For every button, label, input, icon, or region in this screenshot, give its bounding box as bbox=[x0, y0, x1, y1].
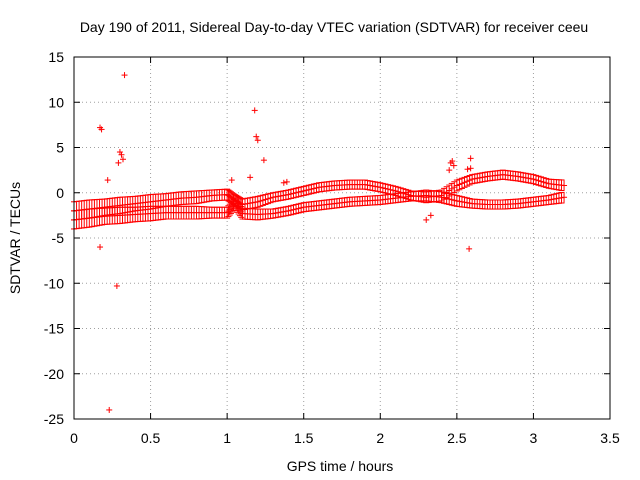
x-axis-label: GPS time / hours bbox=[287, 458, 394, 474]
outlier-point bbox=[118, 151, 125, 158]
chart-title: Day 190 of 2011, Sidereal Day-to-day VTE… bbox=[80, 19, 588, 35]
outlier-point bbox=[280, 179, 287, 186]
outlier-point bbox=[120, 156, 127, 163]
y-tick-label: -25 bbox=[44, 411, 64, 427]
x-tick-label: 1 bbox=[223, 430, 231, 446]
y-tick-label: 0 bbox=[56, 185, 64, 201]
outlier-point bbox=[247, 174, 254, 181]
outlier-point bbox=[228, 177, 235, 184]
outlier-point bbox=[97, 244, 104, 251]
outlier-point bbox=[449, 158, 456, 165]
outlier-point bbox=[464, 166, 471, 173]
y-tick-label: -5 bbox=[52, 230, 65, 246]
series-sdtvar-band-b-with-error-bars- bbox=[71, 189, 568, 230]
outlier-point bbox=[116, 149, 123, 156]
outlier-point bbox=[450, 162, 457, 169]
y-tick-label: -15 bbox=[44, 321, 64, 337]
y-tick-label: -10 bbox=[44, 275, 64, 291]
outlier-point bbox=[254, 137, 261, 144]
outlier-point bbox=[467, 155, 474, 162]
outlier-point bbox=[446, 167, 453, 174]
x-tick-label: 3 bbox=[530, 430, 538, 446]
grid-layer bbox=[74, 57, 610, 419]
y-tick-label: -20 bbox=[44, 366, 64, 382]
y-tick-label: 5 bbox=[56, 140, 64, 156]
outlier-point bbox=[104, 177, 111, 184]
x-tick-label: 0 bbox=[70, 430, 78, 446]
outlier-point bbox=[98, 126, 105, 133]
outlier-point bbox=[253, 133, 260, 140]
x-tick-label: 0.5 bbox=[141, 430, 161, 446]
y-tick-label: 15 bbox=[48, 49, 64, 65]
x-tick-label: 2.5 bbox=[447, 430, 467, 446]
x-tick-label: 1.5 bbox=[294, 430, 314, 446]
outlier-point bbox=[113, 282, 120, 289]
outlier-point bbox=[466, 245, 473, 252]
outlier-point bbox=[260, 157, 267, 164]
tick-layer: 0 0.5 1 1.5 2 2.5 3 3.5 -25 -20 -15 -10 -5 0 5 10 15 bbox=[44, 49, 620, 446]
outlier-point bbox=[115, 159, 122, 166]
outlier-point bbox=[423, 216, 430, 223]
x-tick-label: 2 bbox=[376, 430, 384, 446]
outlier-point bbox=[427, 212, 434, 219]
outlier-point bbox=[467, 165, 474, 172]
outlier-point bbox=[251, 107, 258, 114]
x-tick-label: 3.5 bbox=[600, 430, 620, 446]
outlier-point bbox=[283, 178, 290, 185]
data-layer bbox=[71, 72, 568, 413]
outlier-point bbox=[121, 72, 128, 79]
y-axis-label: SDTVAR / TECUs bbox=[7, 182, 23, 294]
outlier-point bbox=[106, 406, 113, 413]
y-tick-label: 10 bbox=[48, 94, 64, 110]
